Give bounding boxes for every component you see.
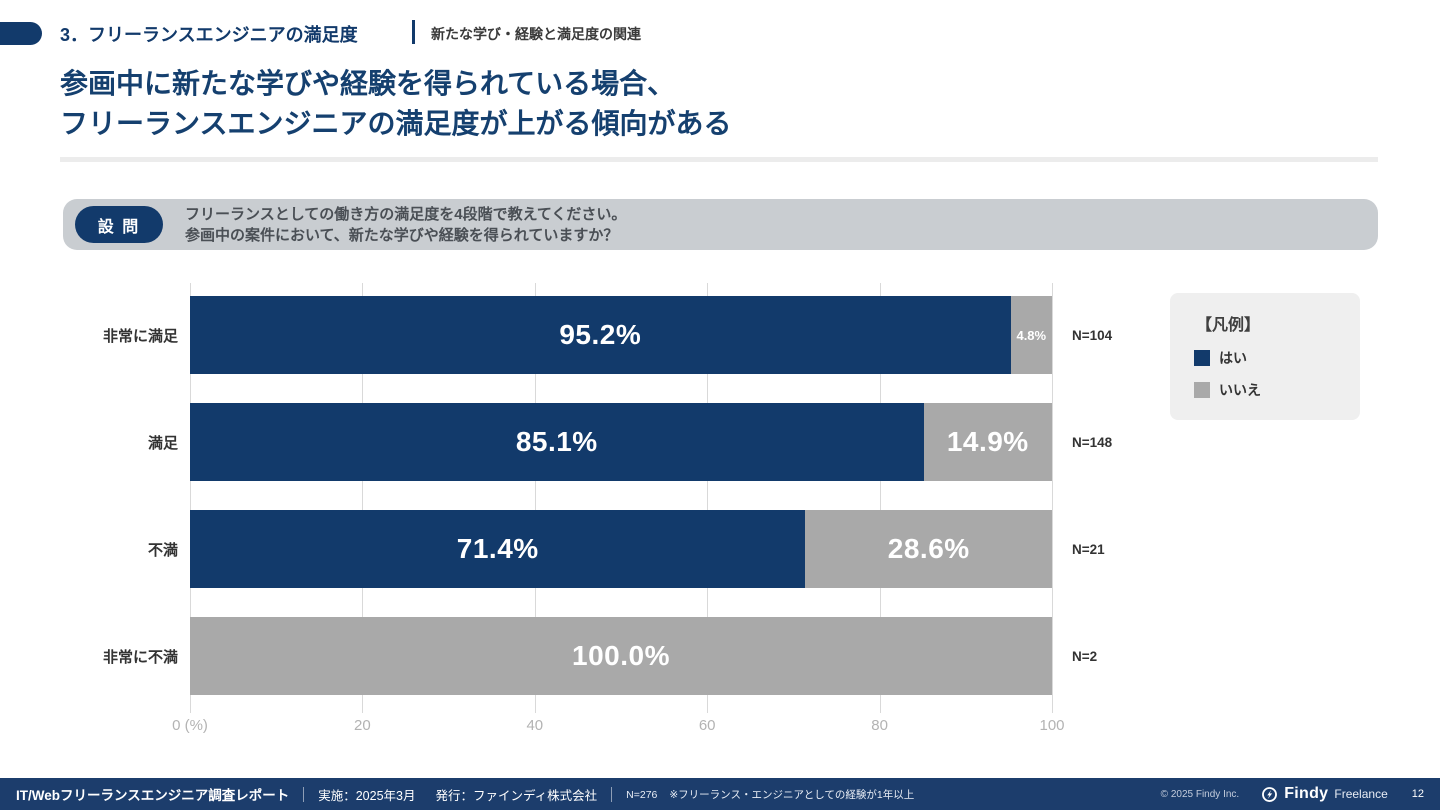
gridline [879,283,881,713]
section-subtitle: 新たな学び・経験と満足度の関連 [431,26,641,42]
x-tick-label: 40 [526,717,544,734]
chart-legend: 【凡例】 はい いいえ [1170,293,1360,420]
x-tick-label: 0 (%) [172,717,208,734]
footer-copyright: © 2025 Findy Inc. [1160,788,1240,800]
question-line2: 参画中の案件において、新たな学びや経験を得られていますか？ [185,227,619,244]
question-text: フリーランスとしての働き方の満足度を4段階で教えてください。 参画中の案件におい… [185,204,626,246]
n-label: N=104 [1072,327,1113,343]
bar-segment-yes: 85.1% [190,403,924,481]
footer-meta: 実施：2025年3月 発行：ファインディ株式会社 [318,785,597,804]
bar-segment-yes: 71.4% [190,510,806,588]
footer-right: © 2025 Findy Inc. Findy Freelance 12 [1161,785,1424,803]
bar-track: 85.1% 14.9% [190,403,1052,481]
page-title-line1: 参画中に新たな学びや経験を得られている場合、 [60,68,676,99]
bar-segment-yes: 95.2% [190,296,1011,374]
page-title: 参画中に新たな学びや経験を得られている場合、 フリーランスエンジニアの満足度が上… [60,64,731,144]
bar-track: 100.0% [190,617,1052,695]
x-tick-label: 100 [1039,717,1065,734]
footer-report-title: IT/Webフリーランスエンジニア調査レポート [16,788,290,803]
gridline [707,283,709,713]
bar-row: 満足 85.1% 14.9% N=148 [60,403,1160,481]
footer-conducted: 実施：2025年3月 [318,788,416,803]
n-label: N=2 [1072,648,1098,664]
footer-sample-size: N=276 [626,788,658,801]
bar-segment-no: 100.0% [190,617,1052,695]
legend-item-yes: はい [1194,348,1360,368]
title-rule [60,157,1378,162]
footer-brand-name: Findy [1284,785,1329,802]
gridline [1052,283,1053,713]
legend-item-no: いいえ [1194,380,1360,400]
legend-label-no: いいえ [1219,382,1261,398]
legend-title: 【凡例】 [1196,317,1261,334]
footer-brand: Findy Freelance [1261,785,1388,803]
bar-row: 不満 71.4% 28.6% N=21 [60,510,1160,588]
question-line1: フリーランスとしての働き方の満足度を4段階で教えてください。 [185,206,627,223]
footer-divider [611,786,613,802]
footer-note-text: ※フリーランス・エンジニアとしての経験が1年以上 [669,788,915,801]
bar-category-label: 非常に不満 [102,648,178,666]
x-tick-label: 60 [698,717,716,734]
n-label: N=21 [1072,541,1105,557]
gridline [190,283,191,713]
bar-segment-no: 28.6% [805,510,1052,588]
bar-category-label: 非常に満足 [102,327,178,345]
footer-note: N=276 ※フリーランス・エンジニアとしての経験が1年以上 [626,787,914,802]
footer-publisher: 発行：ファインディ株式会社 [435,788,598,803]
gridline [534,283,536,713]
section-title: 3．フリーランスエンジニアの満足度 [60,25,358,45]
bar-track: 71.4% 28.6% [190,510,1052,588]
question-box: 設 問 フリーランスとしての働き方の満足度を4段階で教えてください。 参画中の案… [63,199,1378,250]
bar-row: 非常に満足 95.2% 4.8% N=104 [60,296,1160,374]
bar-category-label: 不満 [147,541,178,559]
bar-segment-no: 14.9% [923,403,1052,481]
footer-brand-sub: Freelance [1334,787,1388,801]
bar-row: 非常に不満 100.0% N=2 [60,617,1160,695]
bar-chart: 非常に満足 95.2% 4.8% N=104 満足 85.1% 14.9% N=148 不満 71… [60,283,1160,748]
chart-gridlines [190,283,1053,713]
gridline [362,283,364,713]
x-tick-label: 80 [871,717,888,734]
bar-segment-no: 4.8% [1010,296,1052,374]
section-marker [0,22,42,45]
x-tick-label: 20 [354,717,371,734]
footer-bar: IT/Webフリーランスエンジニア調査レポート 実施：2025年3月 発行：ファイ… [0,778,1440,810]
footer-divider [303,786,305,802]
findy-logo-icon [1262,786,1278,802]
header-divider [412,20,415,44]
page-number: 12 [1411,788,1424,800]
n-label: N=148 [1072,434,1113,450]
bar-category-label: 満足 [147,434,178,452]
legend-label-yes: はい [1219,350,1247,366]
page-title-line2: フリーランスエンジニアの満足度が上がる傾向がある [60,108,732,139]
legend-swatch-no [1194,382,1210,398]
legend-swatch-yes [1194,350,1210,366]
question-badge: 設 問 [75,206,163,243]
bar-track: 95.2% 4.8% [190,296,1052,374]
